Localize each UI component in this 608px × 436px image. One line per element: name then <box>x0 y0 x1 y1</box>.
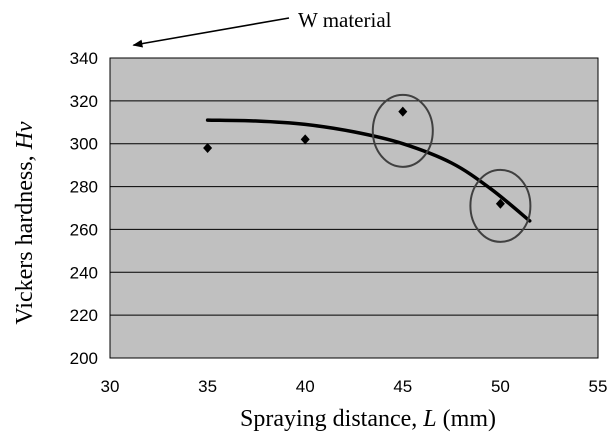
trend-curve <box>205 118 532 223</box>
annotation-arrow <box>132 17 290 48</box>
y-axis-ticks: 200 220 240 260 280 300 320 340 <box>70 49 98 368</box>
y-tick-label-340: 340 <box>70 49 98 68</box>
y-tick-label-320: 320 <box>70 92 98 111</box>
highlight-circle-2 <box>469 168 532 243</box>
y-tick-label-300: 300 <box>70 135 98 154</box>
x-axis-title-variable: L <box>422 406 436 432</box>
x-tick-label-30: 30 <box>101 377 120 396</box>
y-tick-label-200: 200 <box>70 349 98 368</box>
y-tick-label-240: 240 <box>70 263 98 282</box>
x-axis-ticks: 30 35 40 45 50 55 <box>101 377 608 396</box>
data-point-1 <box>203 143 213 153</box>
x-tick-label-45: 45 <box>393 377 412 396</box>
y-tick-label-260: 260 <box>70 220 98 239</box>
x-tick-label-55: 55 <box>589 377 608 396</box>
data-points <box>203 106 505 209</box>
annotation-label: W material <box>298 8 392 32</box>
highlight-circles <box>371 93 532 243</box>
x-axis-title: Spraying distance, L (mm) <box>240 406 496 432</box>
plot-area <box>109 57 599 359</box>
data-point-3 <box>398 106 408 117</box>
data-point-2 <box>300 134 310 145</box>
y-axis-title-variable: Hv <box>12 121 38 150</box>
y-tick-label-220: 220 <box>70 306 98 325</box>
y-axis-title: Vickers hardness, Hv <box>12 121 38 325</box>
x-tick-label-40: 40 <box>296 377 315 396</box>
data-point-4 <box>495 198 505 209</box>
x-tick-label-50: 50 <box>491 377 510 396</box>
highlight-circle-1 <box>371 93 434 168</box>
x-axis-title-prefix: Spraying distance, <box>240 406 423 432</box>
gridlines <box>110 57 598 316</box>
y-axis-title-prefix: Vickers hardness, <box>12 149 38 324</box>
y-tick-label-280: 280 <box>70 178 98 197</box>
x-tick-label-35: 35 <box>198 377 217 396</box>
x-axis-title-unit: (mm) <box>437 406 496 432</box>
